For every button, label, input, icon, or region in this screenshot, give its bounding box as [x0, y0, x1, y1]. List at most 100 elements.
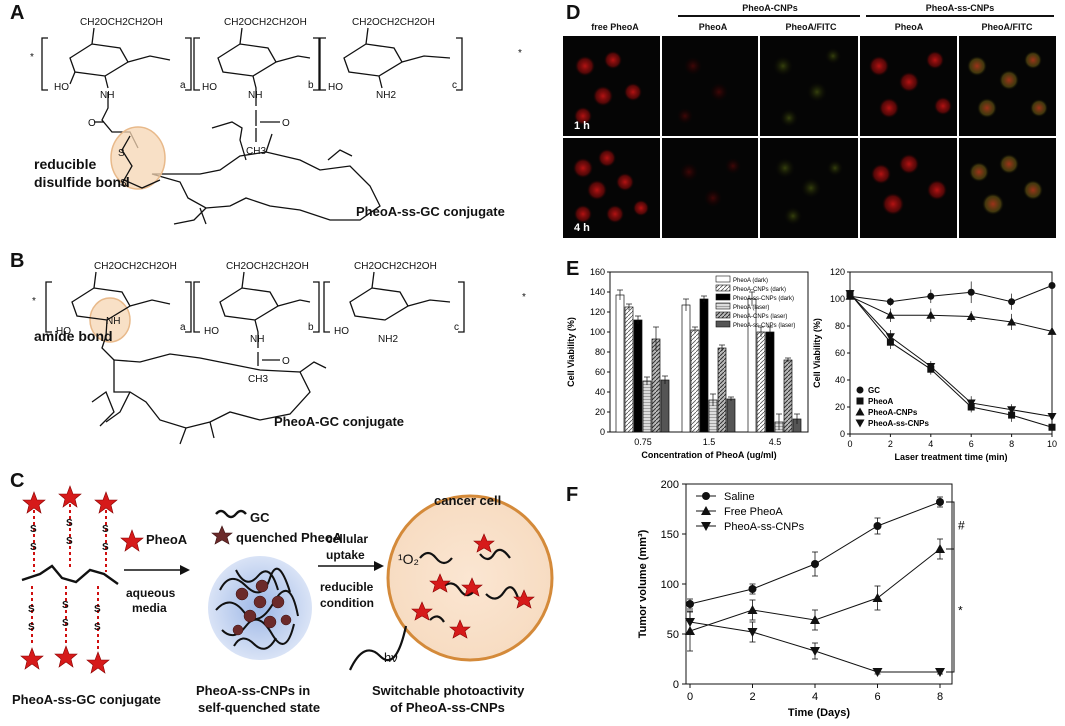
- x-tick-label: 2: [749, 691, 755, 703]
- data-point: [810, 647, 820, 656]
- svg-text:CH2OCH2CH2OH: CH2OCH2CH2OH: [354, 261, 437, 272]
- data-point: [1008, 298, 1016, 306]
- legend-label: PheoA (dark): [733, 278, 768, 284]
- legend-label: PheoA-ss-CNPs: [724, 521, 805, 533]
- legend-marker: [855, 419, 865, 428]
- chart-e-line: 0 20 40 60 80 100 120 0 2 4 6 8 10 Laser treatment ti…: [812, 267, 1057, 462]
- x-tick-label: 8: [1009, 439, 1014, 449]
- x-tick-label: 0: [847, 439, 852, 449]
- data-point: [811, 560, 819, 568]
- data-point: [1007, 317, 1017, 326]
- y-tick-label: 40: [595, 387, 605, 397]
- significance-label: *: [958, 604, 963, 618]
- x-axis-label: Laser treatment time (min): [894, 452, 1007, 462]
- y-tick-label: 80: [595, 347, 605, 357]
- bar: [699, 298, 709, 433]
- y-tick-label: 20: [835, 402, 845, 412]
- panel-c-caption-1: PheoA-ss-GC conjugate: [12, 692, 161, 707]
- x-tick-label: 4: [928, 439, 933, 449]
- legend-swatch: [715, 302, 731, 310]
- svg-text:HO: HO: [202, 82, 217, 93]
- legend-label: PheoA-CNPs (laser): [733, 314, 787, 320]
- data-point: [926, 363, 936, 371]
- svg-text:CH2OCH2CH2OH: CH2OCH2CH2OH: [94, 261, 177, 272]
- legend-label: PheoA-CNPs (dark): [733, 287, 786, 293]
- bar: [717, 347, 727, 433]
- aqueous-label-2: media: [132, 601, 167, 615]
- svg-text:O: O: [88, 118, 96, 129]
- legend-swatch: [715, 293, 731, 301]
- bar: [660, 379, 670, 433]
- col-cnps-pheoa: PheoA: [698, 22, 728, 32]
- panel-c-caption-2b: self-quenched state: [198, 700, 321, 715]
- svg-text:NH: NH: [248, 90, 262, 101]
- svg-text:O: O: [282, 356, 290, 367]
- svg-text:S: S: [28, 604, 35, 615]
- data-point: [1047, 412, 1057, 421]
- x-tick-label: 1.5: [703, 437, 716, 447]
- data-point: [966, 399, 976, 408]
- row-label-1h: 1 h: [574, 120, 590, 132]
- legend-label: PheoA-ss-CNPs (dark): [733, 296, 794, 302]
- bar: [783, 359, 793, 433]
- legend-swatch: [715, 311, 731, 319]
- y-tick-label: 60: [595, 367, 605, 377]
- series-line: [849, 285, 1053, 303]
- x-tick-label: 4: [812, 691, 818, 703]
- svg-text:S: S: [30, 542, 37, 553]
- legend-label: Saline: [724, 491, 755, 503]
- y-tick-label: 40: [835, 375, 845, 385]
- svg-text:S: S: [120, 178, 127, 189]
- y-tick-label: 100: [590, 327, 605, 337]
- data-point: [872, 668, 883, 677]
- data-point: [886, 298, 894, 306]
- svg-text:*: *: [518, 48, 522, 59]
- reducible-label-2: condition: [320, 596, 374, 610]
- chart-e-bar: 0 20 40 60 80 100 120 140 160 0.75 1.5 4.5 Concentra…: [566, 267, 809, 460]
- svg-text:b: b: [308, 80, 314, 91]
- x-tick-label: 4.5: [769, 437, 782, 447]
- panel-f-letter: F: [566, 484, 579, 506]
- legend-marker: [701, 522, 711, 531]
- pheoa-label: PheoA: [146, 532, 188, 547]
- y-tick-label: 60: [835, 348, 845, 358]
- y-tick-label: 0: [840, 429, 845, 439]
- legend-label: GC: [868, 386, 880, 395]
- panel-b-structure: * * CH2OCH2CH2OH CH2OCH2CH2OH CH2OCH2CH2…: [32, 261, 526, 445]
- svg-text:NH2: NH2: [378, 334, 398, 345]
- legend-marker: [701, 506, 711, 515]
- cellular-label-1: cellular: [326, 532, 369, 546]
- svg-text:NH2: NH2: [376, 90, 396, 101]
- data-point: [748, 585, 757, 593]
- panel-a-bond-label-2: disulfide bond: [34, 174, 130, 190]
- bar: [624, 306, 634, 433]
- svg-text:S: S: [94, 604, 101, 615]
- data-point: [872, 593, 883, 602]
- microscopy-grid: [563, 36, 1056, 238]
- data-point: [747, 605, 758, 614]
- cancer-cell-label: cancer cell: [434, 493, 502, 508]
- legend-marker: [856, 397, 864, 405]
- bar: [690, 329, 700, 433]
- y-axis-label: Cell Viability (%): [812, 318, 822, 388]
- svg-text:S: S: [30, 524, 37, 535]
- panel-a-conjugate-label: PheoA-ss-GC conjugate: [356, 204, 505, 219]
- svg-text:S: S: [62, 618, 69, 629]
- y-tick-label: 50: [667, 629, 679, 641]
- svg-text:b: b: [308, 322, 314, 333]
- svg-text:NH: NH: [100, 90, 114, 101]
- legend-gc: GC: [250, 510, 270, 525]
- svg-text:CH3: CH3: [246, 146, 266, 157]
- svg-text:S: S: [118, 148, 125, 159]
- legend-swatch: [715, 275, 731, 283]
- data-point: [1007, 406, 1017, 415]
- svg-text:S: S: [66, 518, 73, 529]
- y-tick-label: 100: [830, 294, 845, 304]
- legend-label: PheoA-ss-CNPs: [868, 419, 929, 428]
- data-point: [747, 628, 758, 637]
- col-free-pheoa: free PheoA: [591, 22, 639, 32]
- data-point: [885, 310, 895, 319]
- legend-marker: [702, 492, 710, 500]
- y-tick-label: 120: [590, 307, 605, 317]
- legend-label: PheoA (laser): [733, 305, 769, 311]
